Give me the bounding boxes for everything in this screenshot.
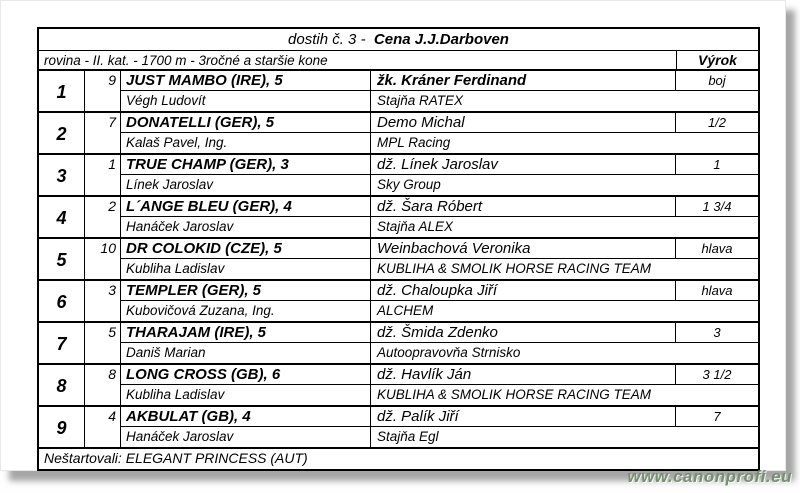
jockey-cell: žk. Kráner Ferdinand bbox=[371, 71, 676, 91]
stable-cell: Autoopravovňa Strnisko bbox=[377, 345, 521, 360]
place-cell: 4 bbox=[39, 197, 85, 237]
jockey-cell: dž. Havlík Ján bbox=[371, 365, 676, 385]
place-cell: 6 bbox=[39, 281, 85, 321]
horse-name-cell: LONG CROSS (GB), 6 bbox=[121, 365, 371, 385]
nonstarters-note: Neštartovali: ELEGANT PRINCESS (AUT) bbox=[44, 450, 308, 466]
verdict-cell: 1 bbox=[676, 155, 758, 175]
verdict-cell: 3 bbox=[676, 323, 758, 343]
result-row: 4 2 L´ANGE BLEU (GER), 4 dž. Šara Róbert… bbox=[39, 197, 758, 239]
stable-cell: KUBLIHA & SMOLIK HORSE RACING TEAM bbox=[377, 387, 652, 402]
verdict-cell: hlava bbox=[676, 239, 758, 259]
horse-name-cell: TEMPLER (GER), 5 bbox=[121, 281, 371, 301]
verdict-cell: 3 1/2 bbox=[676, 365, 758, 385]
race-conditions-row: rovina - II. kat. - 1700 m - 3ročné a st… bbox=[39, 51, 758, 71]
start-number-cell: 8 bbox=[85, 365, 121, 405]
race-results-table: dostih č. 3 - Cena J.J.Darboven rovina -… bbox=[37, 27, 760, 471]
result-row: 6 3 TEMPLER (GER), 5 dž. Chaloupka Jiří … bbox=[39, 281, 758, 323]
place-cell: 7 bbox=[39, 323, 85, 363]
place-cell: 3 bbox=[39, 155, 85, 195]
result-row: 7 5 THARAJAM (IRE), 5 dž. Šmida Zdenko 3… bbox=[39, 323, 758, 365]
stable-cell: MPL Racing bbox=[377, 135, 451, 150]
start-number-cell: 5 bbox=[85, 323, 121, 363]
race-title: dostih č. 3 - Cena J.J.Darboven bbox=[39, 29, 758, 51]
trainer-cell: Hanáček Jaroslav bbox=[121, 217, 371, 237]
start-number-cell: 1 bbox=[85, 155, 121, 195]
start-number-cell: 3 bbox=[85, 281, 121, 321]
place-cell: 1 bbox=[39, 71, 85, 111]
start-number-cell: 2 bbox=[85, 197, 121, 237]
start-number-cell: 10 bbox=[85, 239, 121, 279]
horse-name-cell: THARAJAM (IRE), 5 bbox=[121, 323, 371, 343]
place-cell: 9 bbox=[39, 407, 85, 447]
horse-name-cell: L´ANGE BLEU (GER), 4 bbox=[121, 197, 371, 217]
race-conditions-label: rovina - II. kat. - 1700 m - 3ročné a st… bbox=[44, 53, 328, 68]
jockey-cell: Demo Michal bbox=[371, 113, 676, 133]
jockey-cell: dž. Chaloupka Jiří bbox=[371, 281, 676, 301]
trainer-cell: Kubliha Ladislav bbox=[121, 385, 371, 405]
trainer-cell: Végh Ludovít bbox=[121, 91, 371, 111]
result-row: 9 4 AKBULAT (GB), 4 dž. Palík Jiří 7 Han… bbox=[39, 407, 758, 449]
jockey-cell: dž. Šmida Zdenko bbox=[371, 323, 676, 343]
verdict-column-header: Výrok bbox=[676, 51, 758, 69]
verdict-cell: 7 bbox=[676, 407, 758, 427]
result-row: 1 9 JUST MAMBO (IRE), 5 žk. Kráner Ferdi… bbox=[39, 71, 758, 113]
result-row: 2 7 DONATELLI (GER), 5 Demo Michal 1/2 K… bbox=[39, 113, 758, 155]
document-page: dostih č. 3 - Cena J.J.Darboven rovina -… bbox=[0, 0, 786, 471]
jockey-cell: Weinbachová Veronika bbox=[371, 239, 676, 259]
result-row: 8 8 LONG CROSS (GB), 6 dž. Havlík Ján 3 … bbox=[39, 365, 758, 407]
verdict-cell: hlava bbox=[676, 281, 758, 301]
trainer-cell: Línek Jaroslav bbox=[121, 175, 371, 195]
stable-cell: Sky Group bbox=[377, 177, 441, 192]
trainer-cell: Kubovičová Zuzana, Ing. bbox=[121, 301, 371, 321]
horse-name-cell: DR COLOKID (CZE), 5 bbox=[121, 239, 371, 259]
result-row: 3 1 TRUE CHAMP (GER), 3 dž. Línek Jarosl… bbox=[39, 155, 758, 197]
trainer-cell: Kalaš Pavel, Ing. bbox=[121, 133, 371, 153]
start-number-cell: 7 bbox=[85, 113, 121, 153]
stable-cell: KUBLIHA & SMOLIK HORSE RACING TEAM bbox=[377, 261, 652, 276]
jockey-cell: dž. Línek Jaroslav bbox=[371, 155, 676, 175]
place-cell: 2 bbox=[39, 113, 85, 153]
horse-name-cell: AKBULAT (GB), 4 bbox=[121, 407, 371, 427]
place-cell: 5 bbox=[39, 239, 85, 279]
place-cell: 8 bbox=[39, 365, 85, 405]
jockey-cell: dž. Šara Róbert bbox=[371, 197, 676, 217]
trainer-cell: Hanáček Jaroslav bbox=[121, 427, 371, 447]
start-number-cell: 9 bbox=[85, 71, 121, 111]
horse-name-cell: JUST MAMBO (IRE), 5 bbox=[121, 71, 371, 91]
stable-cell: Stajňa RATEX bbox=[377, 93, 464, 108]
stable-cell: ALCHEM bbox=[377, 303, 434, 318]
race-name-label: Cena J.J.Darboven bbox=[373, 31, 509, 48]
stable-cell: Stajňa Egl bbox=[377, 429, 439, 444]
jockey-cell: dž. Palík Jiří bbox=[371, 407, 676, 427]
result-row: 5 10 DR COLOKID (CZE), 5 Weinbachová Ver… bbox=[39, 239, 758, 281]
trainer-cell: Daniš Marian bbox=[121, 343, 371, 363]
trainer-cell: Kubliha Ladislav bbox=[121, 259, 371, 279]
verdict-cell: 1 3/4 bbox=[676, 197, 758, 217]
results-entries: 1 9 JUST MAMBO (IRE), 5 žk. Kráner Ferdi… bbox=[39, 71, 758, 449]
race-number-label: dostih č. 3 - bbox=[288, 31, 374, 48]
verdict-cell: boj bbox=[676, 71, 758, 91]
watermark-text: www.canonprofi.eu bbox=[627, 467, 792, 486]
horse-name-cell: TRUE CHAMP (GER), 3 bbox=[121, 155, 371, 175]
start-number-cell: 4 bbox=[85, 407, 121, 447]
horse-name-cell: DONATELLI (GER), 5 bbox=[121, 113, 371, 133]
stable-cell: Stajňa ALEX bbox=[377, 219, 454, 234]
verdict-cell: 1/2 bbox=[676, 113, 758, 133]
